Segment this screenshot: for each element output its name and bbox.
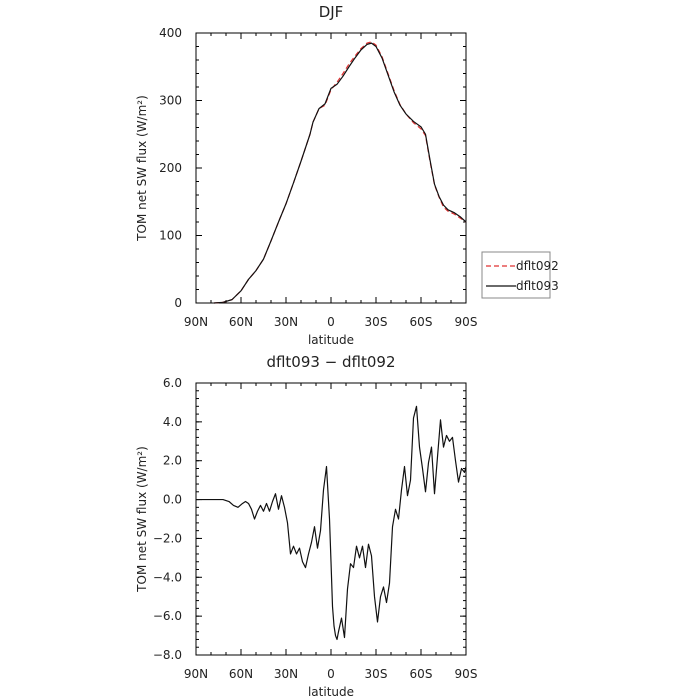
x-tick-label: 90S — [455, 315, 478, 329]
series-line-panel2-1 — [196, 405, 467, 641]
legend-label-dflt092: dflt092 — [516, 259, 559, 273]
y-tick-label: 400 — [159, 26, 182, 40]
y-tick-label: −6.0 — [153, 609, 182, 623]
y-tick-label: −2.0 — [153, 531, 182, 545]
y-axis-label: TOM net SW flux (W/m²) — [135, 446, 149, 593]
y-tick-label: −4.0 — [153, 570, 182, 584]
x-axis-label: latitude — [308, 333, 354, 347]
x-tick-label: 60N — [229, 667, 253, 681]
x-tick-label: 90S — [455, 667, 478, 681]
y-tick-label: 100 — [159, 229, 182, 243]
plot-frame-1 — [195, 32, 467, 304]
legend-label-dflt093: dflt093 — [516, 279, 559, 293]
chart-title: DJF — [319, 3, 344, 21]
y-tick-label: 2.0 — [163, 454, 182, 468]
legend-box — [481, 251, 551, 299]
y-tick-label: 0.0 — [163, 493, 182, 507]
x-tick-label: 60S — [410, 667, 433, 681]
x-tick-label: 0 — [327, 667, 335, 681]
x-tick-label: 0 — [327, 315, 335, 329]
y-tick-label: 6.0 — [163, 376, 182, 390]
y-tick-label: 4.0 — [163, 415, 182, 429]
x-tick-label: 30S — [365, 667, 388, 681]
series-line-dflt093 — [213, 42, 467, 304]
y-tick-label: 200 — [159, 161, 182, 175]
x-axis-label: latitude — [308, 685, 354, 699]
y-tick-label: 0 — [174, 296, 182, 310]
x-tick-label: 60N — [229, 315, 253, 329]
chart-title: dflt093 − dflt092 — [266, 353, 395, 371]
y-tick-label: −8.0 — [153, 648, 182, 662]
x-tick-label: 90N — [184, 315, 208, 329]
x-tick-label: 30S — [365, 315, 388, 329]
plot-frame-2 — [195, 382, 467, 656]
y-axis-label: TOM net SW flux (W/m²) — [135, 95, 149, 242]
x-tick-label: 60S — [410, 315, 433, 329]
x-tick-label: 30N — [274, 315, 298, 329]
y-tick-label: 300 — [159, 94, 182, 108]
x-tick-label: 90N — [184, 667, 208, 681]
x-tick-label: 30N — [274, 667, 298, 681]
